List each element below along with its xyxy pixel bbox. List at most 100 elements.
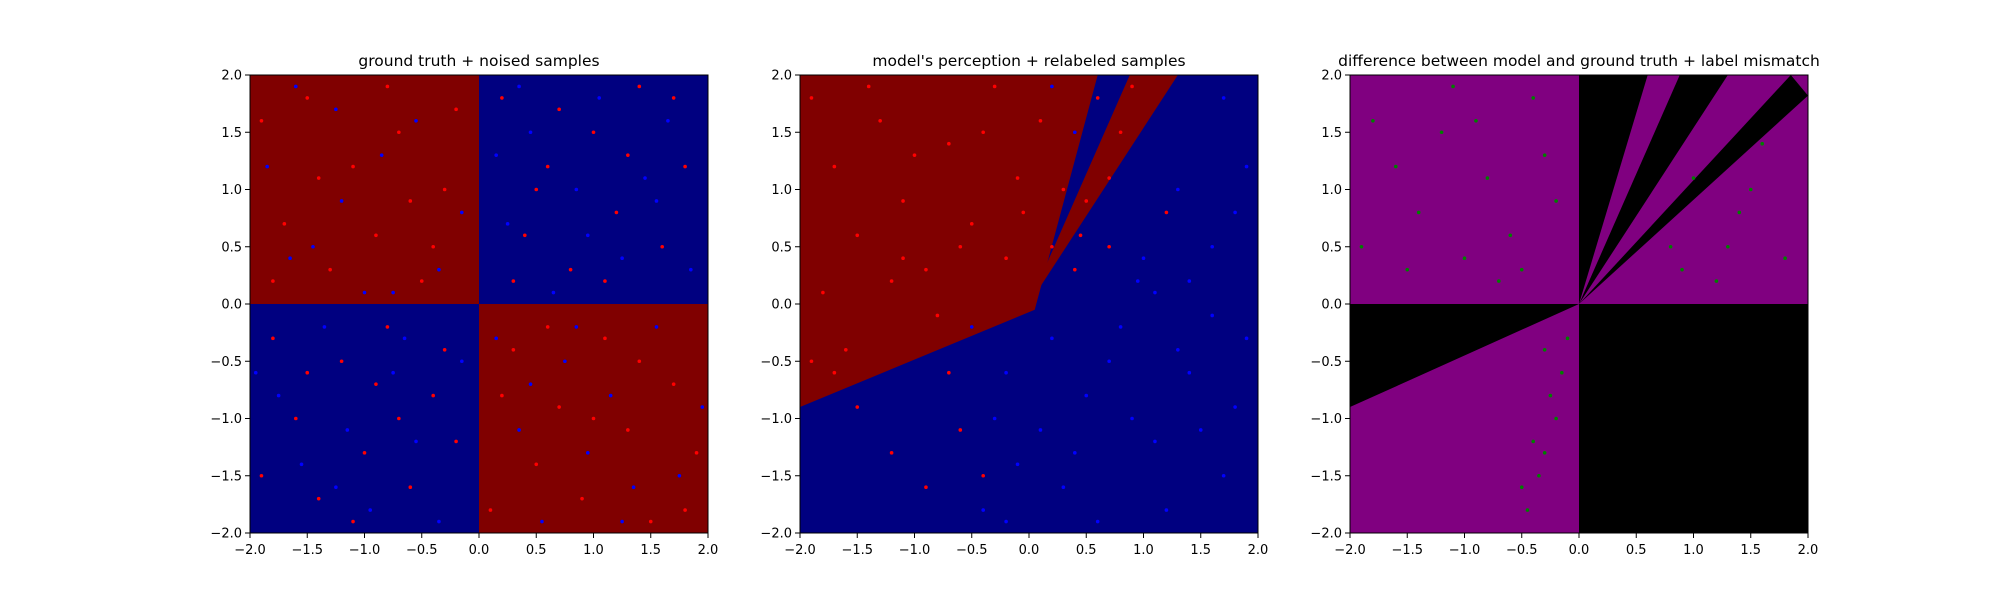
x-tick-label: 0.0 xyxy=(1569,543,1590,558)
data-point xyxy=(671,382,676,386)
data-point xyxy=(540,519,544,524)
data-point xyxy=(437,519,441,524)
data-point xyxy=(454,107,458,112)
data-point xyxy=(585,233,590,238)
x-tick-label: −0.5 xyxy=(956,543,988,558)
data-point xyxy=(1371,119,1375,123)
region-positive xyxy=(800,75,1098,408)
data-point xyxy=(654,199,659,203)
data-point xyxy=(1050,244,1054,249)
data-point xyxy=(1508,233,1513,238)
data-point xyxy=(1118,325,1123,329)
data-point xyxy=(844,348,848,352)
data-point xyxy=(1021,210,1026,215)
data-point xyxy=(517,84,521,89)
data-point xyxy=(660,244,664,249)
data-point xyxy=(397,416,401,421)
panel-title: difference between model and ground trut… xyxy=(1338,52,1820,70)
x-tick-label: −2.0 xyxy=(784,543,816,558)
x-tick-label: 0.0 xyxy=(469,543,490,558)
data-point xyxy=(534,462,539,467)
data-point xyxy=(528,130,533,135)
data-point xyxy=(282,222,287,226)
data-point xyxy=(591,416,596,421)
data-point xyxy=(1439,130,1444,135)
data-point xyxy=(1359,244,1364,249)
data-point xyxy=(574,187,579,192)
data-point xyxy=(500,393,504,398)
data-point xyxy=(1531,439,1535,444)
data-point xyxy=(414,119,418,123)
data-point xyxy=(1187,279,1192,283)
data-point xyxy=(288,256,292,261)
x-tick-label: 2.0 xyxy=(1248,543,1269,558)
data-point xyxy=(1783,256,1787,261)
data-point xyxy=(1554,416,1558,421)
data-point xyxy=(334,107,338,112)
x-tick-label: 1.0 xyxy=(1133,543,1154,558)
data-point xyxy=(1038,119,1043,123)
data-point xyxy=(339,359,344,364)
data-point xyxy=(488,508,493,512)
data-point xyxy=(626,153,630,157)
y-tick-label: −2.0 xyxy=(760,527,792,542)
y-tick-label: 0.0 xyxy=(221,298,242,313)
y-tick-label: −2.0 xyxy=(210,527,242,542)
x-tick-label: 0.0 xyxy=(1019,543,1040,558)
data-point xyxy=(454,439,458,444)
data-point xyxy=(379,153,384,157)
x-tick-label: 0.5 xyxy=(526,543,547,558)
data-point xyxy=(1405,267,1410,272)
data-point xyxy=(1084,393,1089,398)
y-tick-label: 2.0 xyxy=(1321,69,1342,84)
data-point xyxy=(1210,313,1214,318)
data-point xyxy=(1107,244,1111,249)
data-point xyxy=(878,119,882,123)
data-point xyxy=(901,256,905,261)
y-tick-label: −0.5 xyxy=(760,355,792,370)
data-point xyxy=(362,451,367,455)
data-point xyxy=(294,416,298,421)
data-point xyxy=(1737,210,1742,215)
data-point xyxy=(1497,279,1501,283)
y-tick-label: −1.5 xyxy=(210,469,242,484)
data-point xyxy=(700,405,705,409)
data-point xyxy=(557,107,561,112)
data-point xyxy=(276,393,281,398)
data-point xyxy=(1210,244,1214,249)
x-tick-label: 1.5 xyxy=(640,543,661,558)
data-point xyxy=(614,210,619,215)
data-point xyxy=(1233,405,1237,409)
data-point xyxy=(1554,199,1558,203)
data-point xyxy=(259,119,264,123)
region-mismatch xyxy=(1579,75,1648,304)
y-tick-label: 0.5 xyxy=(771,240,792,255)
data-point xyxy=(1416,210,1421,215)
y-tick-label: −1.0 xyxy=(1310,412,1342,427)
panel-3: −2.0 −1.5 −1.0 −0.5 0.0 0.5 1.0 1.5 2.0 −2.0 −1.5 −… xyxy=(1310,52,1819,558)
y-tick-label: 1.0 xyxy=(1321,183,1342,198)
y-tick-label: 1.0 xyxy=(221,183,242,198)
data-point xyxy=(1748,187,1753,192)
data-point xyxy=(351,164,355,169)
data-point xyxy=(889,279,894,283)
data-point xyxy=(1548,393,1553,398)
data-point xyxy=(1187,370,1192,375)
x-tick-label: 0.5 xyxy=(1626,543,1647,558)
data-point xyxy=(563,359,567,364)
data-point xyxy=(866,84,871,89)
data-point xyxy=(311,244,315,249)
data-point xyxy=(345,428,350,432)
data-point xyxy=(1542,348,1547,352)
panel-1: −2.0 −1.5 −1.0 −0.5 0.0 0.5 1.0 1.5 2.0 −2.0 −1.5 −… xyxy=(210,52,718,558)
data-point xyxy=(505,222,510,226)
data-point xyxy=(1130,416,1134,421)
data-point xyxy=(305,96,310,100)
data-point xyxy=(654,325,659,329)
data-point xyxy=(666,119,670,123)
data-point xyxy=(368,508,373,512)
data-point xyxy=(1462,256,1467,261)
data-point xyxy=(1164,210,1169,215)
x-tick-label: 2.0 xyxy=(698,543,719,558)
y-tick-label: 0.5 xyxy=(1321,240,1342,255)
